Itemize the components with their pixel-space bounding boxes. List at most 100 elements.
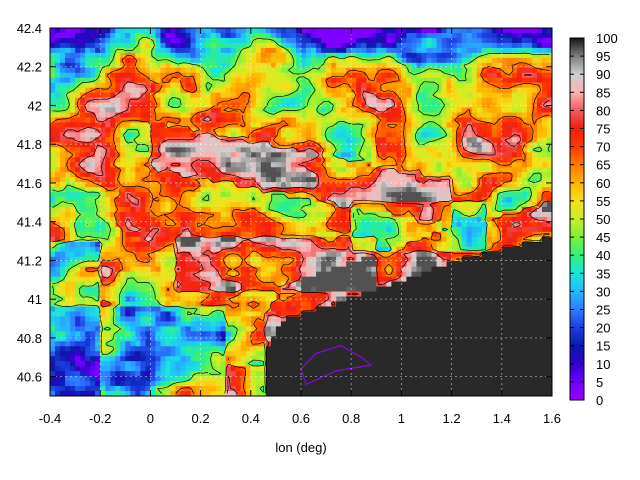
heatmap-cell [381, 87, 387, 94]
heatmap-cell [95, 241, 101, 248]
heatmap-cell [326, 177, 332, 183]
heatmap-cell [295, 246, 302, 253]
heatmap-cell [346, 57, 352, 64]
heatmap-cell [476, 177, 483, 183]
heatmap-cell [356, 147, 362, 153]
heatmap-cell [531, 117, 538, 124]
heatmap-cell [275, 97, 282, 104]
heatmap-cell [170, 266, 177, 273]
heatmap-cell [60, 207, 66, 213]
heatmap-cell [521, 97, 528, 104]
heatmap-cell [416, 97, 423, 104]
heatmap-cell [506, 241, 513, 248]
heatmap-cell [491, 102, 498, 109]
heatmap-cell [125, 202, 131, 208]
heatmap-cell [331, 236, 337, 243]
heatmap-cell [65, 172, 71, 178]
heatmap-cell [341, 42, 347, 49]
heatmap-cell [381, 107, 387, 114]
heatmap-cell [386, 202, 392, 208]
heatmap-cell [321, 142, 327, 148]
heatmap-cell [230, 57, 237, 64]
heatmap-cell [240, 192, 247, 198]
heatmap-cell [311, 221, 317, 228]
heatmap-cell [210, 172, 217, 178]
heatmap-cell [155, 187, 162, 193]
heatmap-cell [150, 107, 157, 114]
heatmap-cell [270, 187, 277, 193]
heatmap-cell [155, 241, 162, 248]
heatmap-cell [341, 132, 347, 138]
heatmap-cell [511, 47, 518, 54]
heatmap-cell [120, 107, 126, 114]
heatmap-cell [105, 142, 111, 148]
heatmap-cell [140, 112, 146, 119]
heatmap-cell [481, 162, 488, 168]
heatmap-cell [250, 122, 257, 129]
heatmap-cell [321, 67, 327, 74]
heatmap-cell [361, 37, 367, 44]
heatmap-cell [75, 177, 81, 183]
heatmap-cell [105, 167, 111, 173]
heatmap-cell [436, 82, 443, 89]
heatmap-cell [85, 102, 91, 109]
heatmap-cell [190, 122, 197, 129]
heatmap-cell [215, 82, 222, 89]
heatmap-cell [476, 97, 483, 104]
heatmap-cell [200, 77, 207, 84]
heatmap-cell [331, 92, 337, 99]
heatmap-cell [240, 102, 247, 109]
heatmap-cell [376, 152, 382, 158]
heatmap-cell [516, 57, 523, 64]
heatmap-cell [421, 28, 428, 34]
heatmap-cell [486, 82, 493, 89]
heatmap-cell [306, 212, 312, 218]
heatmap-cell [235, 152, 242, 158]
heatmap-cell [175, 142, 182, 148]
heatmap-cell [90, 57, 96, 64]
heatmap-cell [401, 37, 408, 44]
heatmap-cell [546, 62, 552, 69]
heatmap-cell [301, 37, 307, 44]
heatmap-cell [245, 28, 252, 34]
heatmap-cell [220, 57, 227, 64]
heatmap-cell [125, 231, 131, 238]
heatmap-cell [541, 261, 548, 268]
heatmap-cell [280, 112, 287, 119]
heatmap-cell [175, 32, 182, 39]
heatmap-cell [230, 216, 237, 223]
heatmap-cell [115, 107, 121, 114]
heatmap-cell [536, 67, 543, 74]
heatmap-cell [115, 72, 121, 79]
heatmap-cell [471, 271, 478, 278]
heatmap-cell [60, 102, 66, 109]
heatmap-cell [521, 42, 528, 49]
heatmap-cell [446, 92, 453, 99]
heatmap-cell [285, 231, 292, 238]
heatmap-cell [260, 132, 267, 138]
heatmap-cell [115, 221, 121, 228]
heatmap-cell [230, 266, 237, 273]
heatmap-cell [341, 97, 347, 104]
heatmap-cell [536, 72, 543, 79]
heatmap-cell [140, 246, 146, 253]
heatmap-cell [260, 137, 267, 143]
heatmap-cell [321, 107, 327, 114]
heatmap-cell [80, 107, 86, 114]
heatmap-cell [376, 57, 382, 64]
heatmap-cell [546, 266, 552, 273]
heatmap-cell [225, 212, 232, 218]
heatmap-cell [331, 137, 337, 143]
heatmap-cell [471, 192, 478, 198]
heatmap-cell [225, 32, 232, 39]
heatmap-cell [190, 97, 197, 104]
heatmap-cell [361, 202, 367, 208]
heatmap-cell [501, 127, 508, 134]
heatmap-cell [140, 212, 146, 218]
heatmap-cell [336, 52, 342, 59]
heatmap-cell [265, 207, 272, 213]
heatmap-cell [476, 147, 483, 153]
heatmap-cell [255, 167, 262, 173]
heatmap-cell [175, 102, 182, 109]
heatmap-cell [541, 197, 548, 203]
